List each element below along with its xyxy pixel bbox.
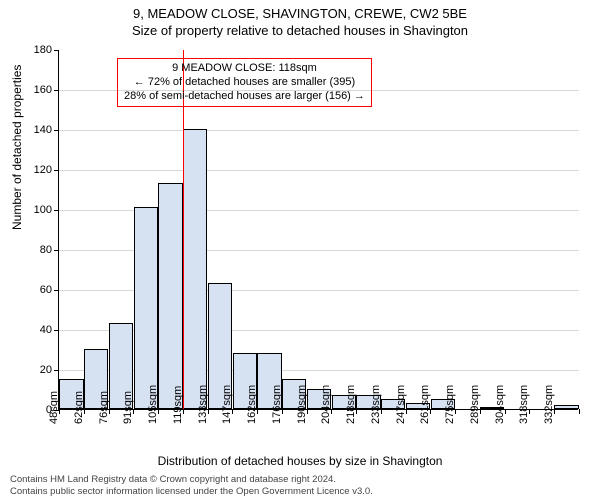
annotation-box: 9 MEADOW CLOSE: 118sqm ← 72% of detached… [117, 58, 372, 107]
footer-line-2: Contains public sector information licen… [10, 486, 373, 498]
chart-title: 9, MEADOW CLOSE, SHAVINGTON, CREWE, CW2 … [0, 6, 600, 21]
footer-line-1: Contains HM Land Registry data © Crown c… [10, 474, 373, 486]
footer: Contains HM Land Registry data © Crown c… [10, 474, 373, 498]
histogram-bar [158, 183, 182, 409]
chart-subtitle: Size of property relative to detached ho… [0, 23, 600, 38]
histogram-bar [554, 405, 578, 409]
y-tick-mark [54, 210, 59, 211]
histogram-bar [183, 129, 207, 409]
title-block: 9, MEADOW CLOSE, SHAVINGTON, CREWE, CW2 … [0, 0, 600, 38]
y-tick-label: 100 [22, 204, 52, 216]
y-tick-label: 180 [22, 44, 52, 56]
y-tick-label: 20 [22, 364, 52, 376]
y-tick-label: 80 [22, 244, 52, 256]
annotation-line-1: 9 MEADOW CLOSE: 118sqm [124, 62, 365, 76]
y-tick-label: 120 [22, 164, 52, 176]
y-tick-mark [54, 170, 59, 171]
y-tick-mark [54, 130, 59, 131]
annotation-line-2: ← 72% of detached houses are smaller (39… [124, 76, 365, 90]
y-tick-mark [54, 370, 59, 371]
y-tick-mark [54, 330, 59, 331]
y-tick-mark [54, 90, 59, 91]
y-tick-mark [54, 50, 59, 51]
y-tick-label: 140 [22, 124, 52, 136]
annotation-line-3: 28% of semi-detached houses are larger (… [124, 90, 365, 104]
y-tick-mark [54, 250, 59, 251]
plot-region: 9 MEADOW CLOSE: 118sqm ← 72% of detached… [58, 50, 578, 410]
y-tick-mark [54, 290, 59, 291]
chart-area: 9 MEADOW CLOSE: 118sqm ← 72% of detached… [58, 50, 578, 410]
histogram-bar [134, 207, 158, 409]
x-axis-label: Distribution of detached houses by size … [0, 454, 600, 468]
x-tick-mark [579, 409, 580, 414]
y-tick-label: 60 [22, 284, 52, 296]
y-tick-label: 40 [22, 324, 52, 336]
y-tick-label: 160 [22, 84, 52, 96]
